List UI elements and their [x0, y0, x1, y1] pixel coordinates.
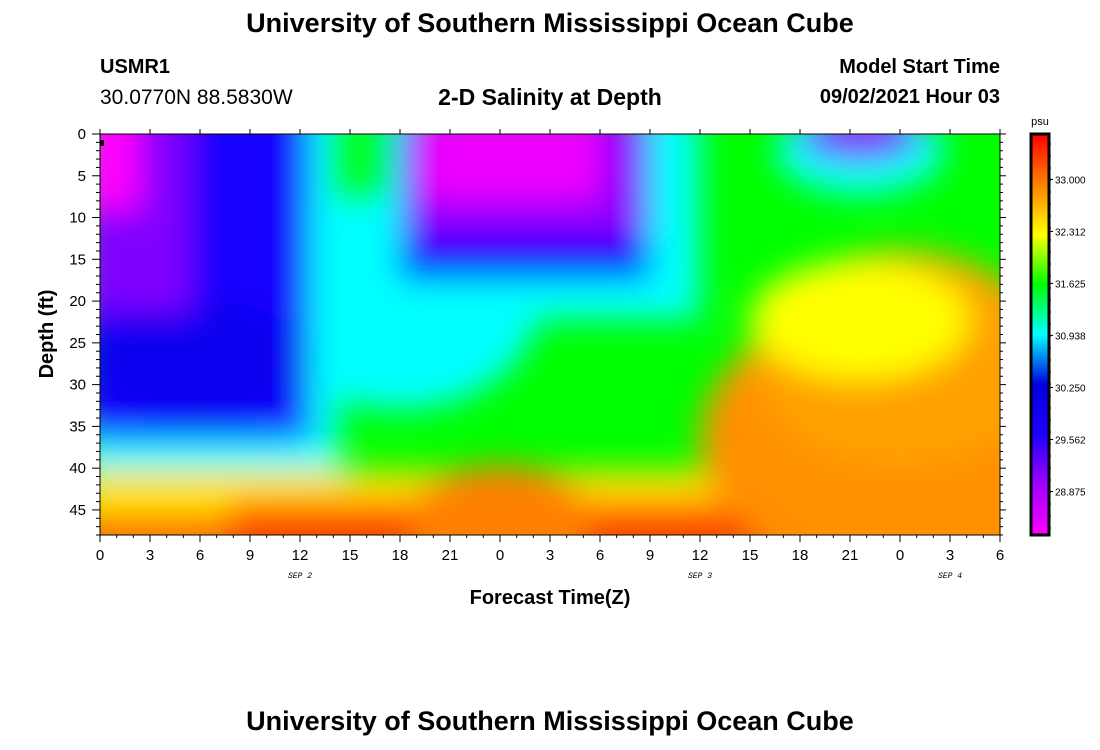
- x-date-label: SEP 3: [688, 572, 712, 581]
- colorbar-bar: [1029, 132, 1051, 537]
- colorbar-label: 32.312: [1055, 227, 1086, 238]
- x-tick-label: 3: [946, 547, 954, 564]
- heatmap-field: [100, 134, 1000, 535]
- x-axis: 0 3 6 9 12 15 18 21 0 3 6 9 12 15 18 21 0 3 6 SEP 2 SEP 3 SEP…: [96, 129, 1004, 581]
- y-tick-label: 30: [69, 377, 86, 394]
- chart-title: 2-D Salinity at Depth: [438, 84, 662, 110]
- x-tick-label: 21: [842, 547, 859, 564]
- x-tick-label: 15: [742, 547, 759, 564]
- colorbar-label: 31.625: [1055, 279, 1086, 290]
- model-start-label: Model Start Time: [839, 56, 1000, 78]
- colorbar-unit: psu: [1031, 116, 1049, 128]
- x-tick-label: 9: [246, 547, 254, 564]
- x-tick-label: 9: [646, 547, 654, 564]
- colorbar-label: 30.938: [1055, 331, 1086, 342]
- x-tick-label: 0: [96, 547, 104, 564]
- x-tick-label: 15: [342, 547, 359, 564]
- footer-title: University of Southern Mississippi Ocean…: [246, 706, 854, 736]
- x-axis-label: Forecast Time(Z): [470, 587, 631, 609]
- colorbar-label: 28.875: [1055, 487, 1086, 498]
- x-tick-label: 12: [292, 547, 309, 564]
- x-tick-label: 3: [146, 547, 154, 564]
- colorbar-label: 30.250: [1055, 383, 1086, 394]
- station-id: USMR1: [100, 56, 171, 78]
- station-marker: [100, 140, 104, 146]
- x-tick-label: 6: [196, 547, 204, 564]
- y-tick-label: 10: [69, 210, 86, 227]
- colorbar-legend: psu 33.000 32.312 31.625 30.938 30.250 29.562 2…: [1029, 116, 1086, 537]
- colorbar-label: 33.000: [1055, 175, 1086, 186]
- x-tick-label: 3: [546, 547, 554, 564]
- y-tick-label: 35: [69, 418, 86, 435]
- y-tick-label: 20: [69, 293, 86, 310]
- y-tick-label: 25: [69, 335, 86, 352]
- x-tick-label: 12: [692, 547, 709, 564]
- x-date-label: SEP 4: [938, 572, 962, 581]
- x-tick-label: 0: [896, 547, 904, 564]
- page-title: University of Southern Mississippi Ocean…: [246, 8, 854, 38]
- y-tick-label: 0: [78, 126, 86, 143]
- y-tick-label: 45: [69, 502, 86, 519]
- y-tick-label: 40: [69, 460, 86, 477]
- x-tick-label: 18: [792, 547, 809, 564]
- x-date-label: SEP 2: [288, 572, 312, 581]
- x-tick-label: 21: [442, 547, 459, 564]
- colorbar-label: 29.562: [1055, 436, 1086, 447]
- y-tick-label: 5: [78, 168, 86, 185]
- y-tick-label: 15: [69, 251, 86, 268]
- x-tick-label: 0: [496, 547, 504, 564]
- x-tick-label: 6: [596, 547, 604, 564]
- x-tick-label: 18: [392, 547, 409, 564]
- model-start-value: 09/02/2021 Hour 03: [819, 86, 1000, 108]
- y-axis: 0 5 10 15 20 25 30 35 40 45: [69, 126, 1006, 536]
- x-tick-label: 6: [996, 547, 1004, 564]
- y-axis-label: Depth (ft): [36, 290, 58, 379]
- station-coordinates: 30.0770N 88.5830W: [100, 86, 293, 109]
